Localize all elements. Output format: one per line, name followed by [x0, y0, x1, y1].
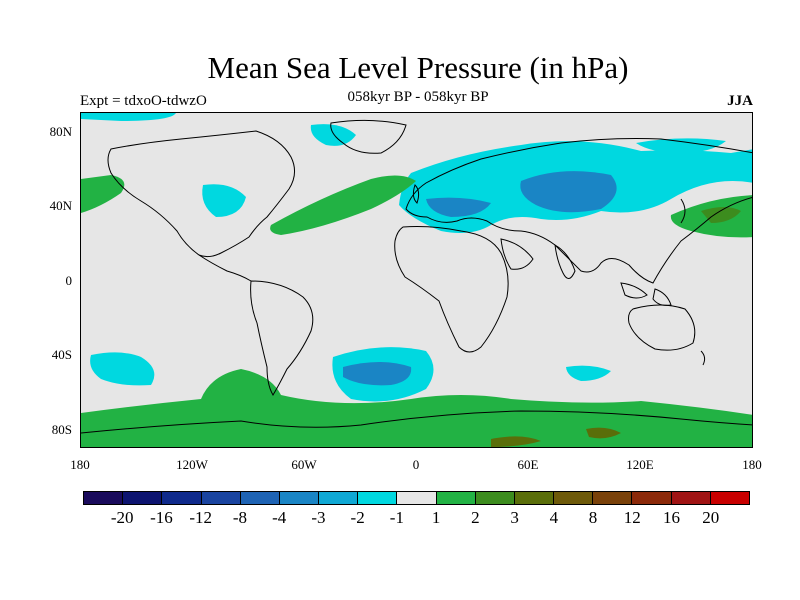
colorbar-tick-label: 4 — [549, 508, 559, 527]
lon-label-60e: 60E — [517, 457, 539, 472]
lon-label-180e: 180 — [742, 457, 762, 472]
season-label: JJA — [727, 93, 753, 109]
colorbar-tick-label: -12 — [189, 508, 213, 527]
colorbar-tick-label: 3 — [510, 508, 519, 527]
coastlines — [81, 119, 752, 434]
colorbar-swatch — [475, 492, 515, 504]
colorbar-tick-label: -8 — [232, 508, 248, 527]
lon-label-180w: 180 — [70, 457, 90, 472]
map-panel — [80, 112, 753, 448]
colorbar-swatch — [710, 492, 749, 504]
lat-label-80n: 80N — [49, 124, 72, 139]
lat-label-80s: 80S — [51, 422, 72, 437]
colorbar-tick-label: -20 — [110, 508, 134, 527]
colorbar-tick-label: -4 — [272, 508, 287, 527]
colorbar-swatch — [240, 492, 280, 504]
positive-anomaly-regions — [81, 175, 752, 447]
colorbar-swatch — [397, 492, 437, 504]
colorbar-tick-label: 2 — [471, 508, 480, 527]
lon-label-60w: 60W — [291, 457, 317, 472]
colorbar-swatch — [201, 492, 241, 504]
colorbar-swatch — [123, 492, 163, 504]
colorbar-tick-label: 16 — [663, 508, 681, 527]
colorbar-tick-label: -1 — [389, 508, 404, 527]
colorbar-swatch — [162, 492, 202, 504]
lon-label-0: 0 — [412, 457, 420, 472]
colorbar-tick-label: -2 — [350, 508, 365, 527]
colorbar-tick-label: -3 — [311, 508, 326, 527]
colorbar-swatch — [319, 492, 359, 504]
colorbar-swatch — [436, 492, 476, 504]
colorbar-swatch — [514, 492, 555, 504]
colorbar-tick-label: 20 — [702, 508, 720, 527]
colorbar-tick-label: 1 — [431, 508, 441, 527]
colorbar-swatch — [671, 492, 711, 504]
colorbar-tick-label: 8 — [588, 508, 598, 527]
experiment-label: Expt = tdxoO-tdwzO — [80, 93, 207, 109]
colorbar-swatch — [554, 492, 594, 504]
colorbar-swatch — [593, 492, 633, 504]
colorbar-tick-label: -16 — [150, 508, 173, 527]
lat-label-40s: 40S — [51, 347, 72, 362]
lon-label-120e: 120E — [626, 457, 654, 472]
lon-label-120w: 120W — [176, 457, 208, 472]
lat-label-0: 0 — [65, 273, 73, 288]
map-title: Mean Sea Level Pressure (in hPa) — [207, 50, 629, 85]
negative-anomaly-regions — [81, 113, 752, 402]
colorbar-swatch — [279, 492, 320, 504]
colorbar-swatch — [632, 492, 672, 504]
colorbar — [83, 491, 750, 505]
lat-label-40n: 40N — [49, 198, 72, 213]
colorbar-swatch — [358, 492, 398, 504]
map-canvas — [81, 113, 752, 447]
colorbar-swatch — [84, 492, 124, 504]
subtitle: 058kyr BP - 058kyr BP — [347, 89, 489, 105]
colorbar-tick-label: 12 — [623, 508, 641, 527]
